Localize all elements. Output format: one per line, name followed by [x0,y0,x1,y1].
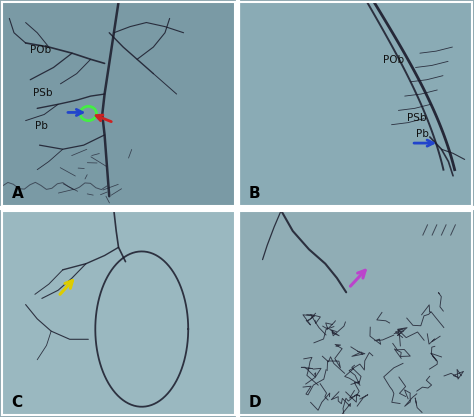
Text: PSb: PSb [407,113,426,123]
Text: POb: POb [383,55,404,65]
Text: POb: POb [30,45,51,55]
Text: A: A [12,186,23,201]
Text: Pb: Pb [416,129,429,139]
Text: B: B [249,186,260,201]
Text: D: D [249,395,261,410]
Text: PSb: PSb [33,88,52,98]
Text: C: C [12,395,23,410]
Text: Pb: Pb [35,121,48,131]
